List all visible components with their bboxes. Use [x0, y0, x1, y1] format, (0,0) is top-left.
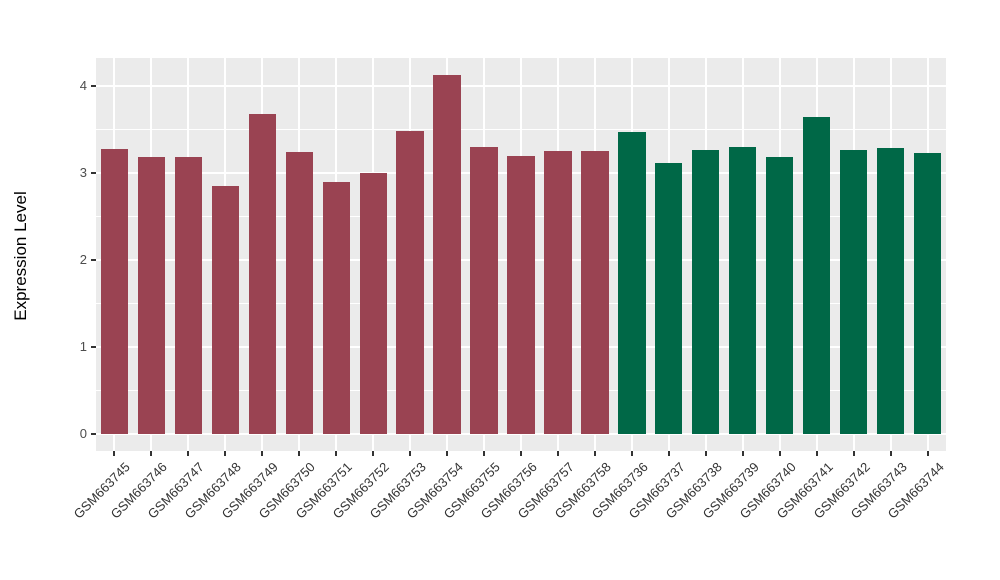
x-tick-mark	[409, 451, 412, 456]
x-tick-mark	[889, 451, 892, 456]
bar-GSM663747	[174, 157, 203, 434]
bar-GSM663755	[470, 146, 498, 434]
y-tick-mark	[91, 346, 96, 348]
x-tick-mark	[593, 451, 596, 456]
y-tick-mark	[91, 259, 96, 261]
x-tick-mark	[298, 451, 301, 456]
bar-GSM663741	[802, 117, 831, 434]
x-tick-mark	[372, 451, 375, 456]
x-tick-mark	[556, 451, 559, 456]
x-tick-mark	[926, 451, 929, 456]
bar-GSM663738	[692, 149, 720, 434]
x-tick-mark	[630, 451, 633, 456]
y-tick-mark	[91, 85, 96, 87]
bar-GSM663739	[729, 146, 757, 434]
bar-GSM663758	[581, 151, 609, 434]
bar-GSM663742	[839, 150, 868, 434]
bar-GSM663750	[285, 152, 313, 434]
bar-GSM663748	[211, 186, 240, 434]
bar-GSM663745	[100, 148, 129, 434]
x-tick-mark	[520, 451, 522, 456]
bar-GSM663749	[248, 113, 276, 434]
bar-GSM663737	[655, 162, 683, 434]
x-tick-mark	[778, 451, 781, 456]
bar-GSM663752	[359, 173, 387, 434]
y-tick-label: 3	[79, 165, 87, 180]
bar-GSM663756	[507, 156, 535, 434]
bar-GSM663751	[322, 181, 350, 434]
y-tick-label: 2	[79, 252, 87, 267]
x-tick-mark	[335, 451, 338, 456]
y-tick-mark	[91, 433, 96, 435]
x-tick-mark	[261, 451, 264, 456]
bar-GSM663744	[913, 152, 942, 434]
bar-GSM663746	[137, 157, 166, 434]
bar-GSM663736	[618, 132, 646, 434]
bar-GSM663743	[876, 147, 905, 434]
x-tick-mark	[224, 451, 227, 456]
x-tick-mark	[187, 451, 190, 456]
x-tick-mark	[483, 451, 486, 456]
x-tick-mark	[852, 451, 855, 456]
x-tick-mark	[704, 451, 707, 456]
x-tick-mark	[667, 451, 670, 456]
y-tick-label: 0	[79, 426, 87, 441]
x-tick-mark	[815, 451, 818, 456]
y-tick-mark	[91, 172, 96, 174]
y-tick-label: 1	[79, 339, 87, 354]
bar-GSM663757	[544, 151, 572, 434]
bar-GSM663740	[766, 157, 794, 434]
bar-GSM663753	[396, 131, 424, 434]
y-axis-title: Expression Level	[11, 191, 30, 321]
x-tick-mark	[446, 451, 449, 456]
bar-GSM663754	[433, 74, 461, 434]
x-tick-mark	[741, 451, 744, 456]
x-tick-mark	[113, 451, 116, 456]
x-tick-mark	[150, 451, 153, 456]
plot-panel	[96, 58, 946, 451]
y-tick-label: 4	[79, 78, 87, 93]
